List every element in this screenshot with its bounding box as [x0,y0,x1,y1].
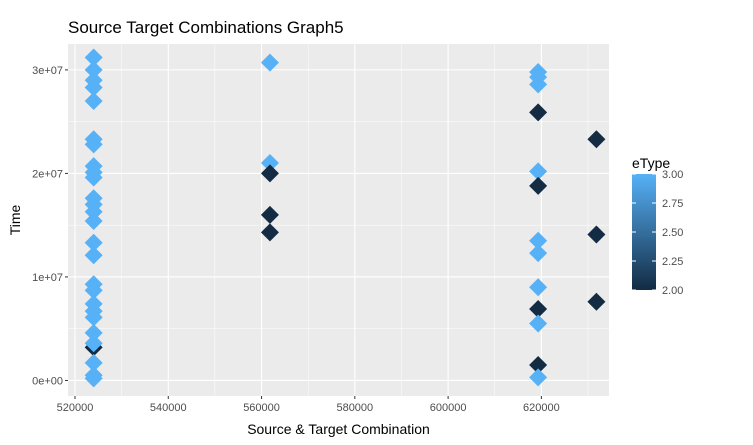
data-point [84,334,103,353]
x-tick-label: 560000 [243,402,280,414]
data-point [529,244,548,263]
x-tick-label: 620000 [523,402,560,414]
data-point [84,135,103,154]
data-point [529,355,548,374]
x-tick-label: 580000 [336,402,373,414]
legend-tick-label: 2.75 [662,198,683,210]
data-point [260,164,279,183]
data-point [529,231,548,250]
y-axis-title: Time [7,204,23,235]
legend-tick-label: 2.00 [662,285,683,297]
data-point [529,314,548,333]
legend-tick-label: 2.25 [662,256,683,268]
y-tick-label: 2e+07 [32,168,63,180]
y-tick-label: 3e+07 [32,65,63,77]
y-tick-label: 0e+00 [32,375,63,387]
y-tick-label: 1e+07 [32,272,63,284]
data-point [84,168,103,187]
data-point [529,278,548,297]
legend-title: eType [632,155,670,171]
data-point [529,162,548,181]
x-tick-label: 520000 [57,402,94,414]
data-point [260,205,279,224]
plot-panel [68,44,609,396]
legend-ticks: 2.00 2.25 2.50 2.75 3.00 [632,169,683,297]
data-point [84,91,103,110]
data-point [529,368,548,387]
legend: eType 2.00 2.25 2.50 2.75 3.00 [632,155,683,297]
data-point [529,300,548,319]
data-point [587,292,606,311]
data-point [84,323,103,342]
data-point [260,154,279,173]
legend-tick-label: 3.00 [662,169,683,181]
data-point [84,233,103,252]
data-point [587,225,606,244]
data-point [84,281,103,300]
legend-tick-label: 2.50 [662,227,683,239]
x-tick-label: 540000 [150,402,187,414]
data-point [84,48,103,67]
data-point [84,202,103,221]
data-point [84,308,103,327]
data-point [529,103,548,122]
data-point [84,212,103,231]
data-point [84,353,103,372]
data-point [260,223,279,242]
data-point [84,369,103,388]
x-axis-title: Source & Target Combination [247,421,430,437]
x-axis-ticks: 520000 540000 560000 580000 600000 620000 [57,396,560,414]
data-point [84,60,103,79]
x-tick-label: 600000 [430,402,467,414]
data-point [84,78,103,97]
data-point [84,246,103,265]
data-points [84,48,606,388]
data-point [587,130,606,149]
chart-title: Source Target Combinations Graph5 [68,18,344,37]
gridlines [68,44,609,396]
y-axis-ticks: 0e+00 1e+07 2e+07 3e+07 [32,65,68,387]
data-point [529,176,548,195]
data-point [529,75,548,94]
data-point [260,53,279,72]
